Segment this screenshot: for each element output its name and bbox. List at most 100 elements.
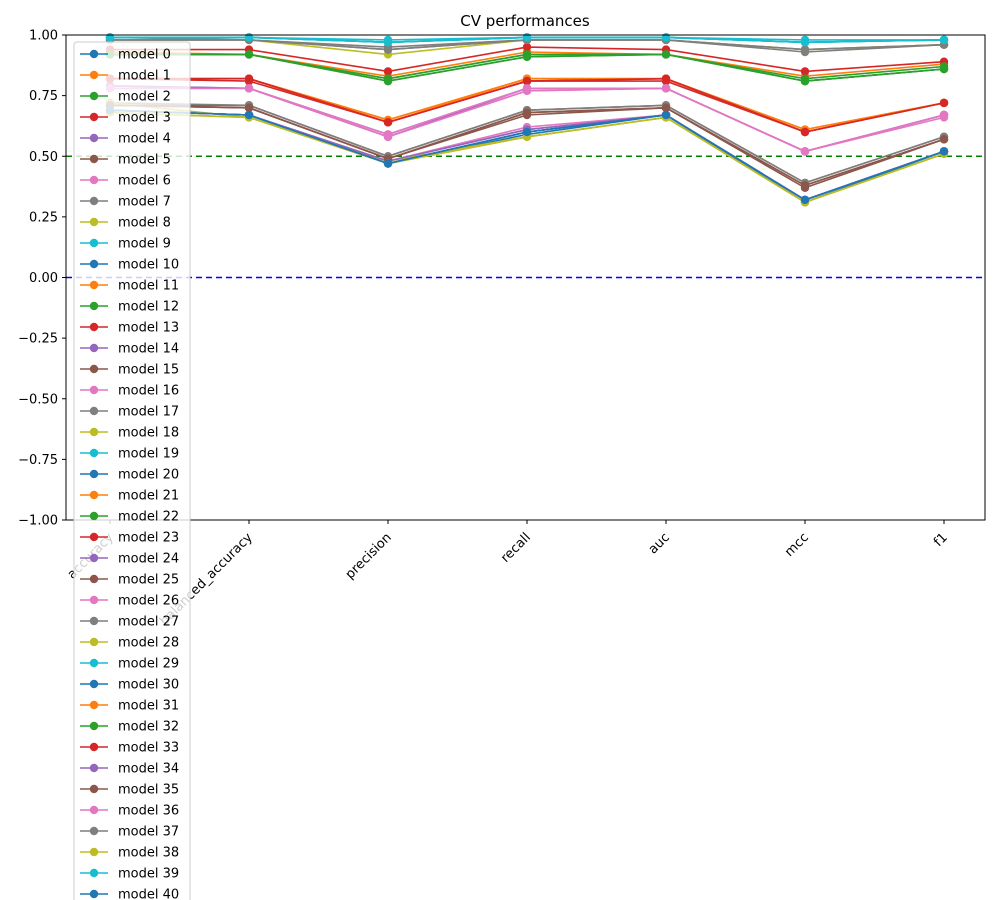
legend-label: model 3 [118, 111, 171, 126]
legend-label: model 12 [118, 300, 179, 315]
legend-item: model 17 [80, 405, 179, 420]
data-point [661, 103, 671, 113]
legend-item: model 15 [80, 363, 179, 378]
legend-marker [89, 868, 99, 878]
legend-marker [89, 700, 99, 710]
data-point [105, 33, 115, 42]
legend-label: model 31 [118, 699, 179, 714]
legend-item: model 2 [80, 90, 171, 105]
data-point [939, 64, 949, 74]
legend-marker [89, 154, 99, 164]
legend-marker [89, 574, 99, 584]
legend-marker [89, 406, 99, 416]
legend-label: model 22 [118, 510, 179, 525]
legend-item: model 10 [80, 258, 179, 273]
legend-item: model 25 [80, 573, 179, 588]
legend-label: model 23 [118, 531, 179, 546]
data-point [939, 113, 949, 122]
y-tick-label: 0.00 [29, 271, 58, 286]
legend-item: model 29 [80, 657, 179, 672]
legend-label: model 13 [118, 321, 179, 336]
legend-label: model 32 [118, 720, 179, 735]
legend-item: model 7 [80, 195, 171, 210]
legend-item: model 11 [80, 279, 179, 294]
legend-label: model 15 [118, 363, 179, 378]
legend-item: model 33 [80, 741, 179, 756]
legend-item: model 38 [80, 846, 179, 861]
legend-item: model 31 [80, 699, 179, 714]
legend-label: model 17 [118, 405, 179, 420]
data-point [800, 147, 810, 156]
legend-item: model 5 [80, 153, 171, 168]
data-point [661, 50, 671, 59]
data-point [522, 108, 532, 117]
series-40 [105, 106, 949, 205]
legend-item: model 36 [80, 804, 179, 819]
y-tick-label: −0.25 [18, 332, 58, 347]
legend-marker [89, 301, 99, 311]
series-layer [105, 33, 949, 207]
legend-label: model 39 [118, 867, 179, 882]
legend-item: model 13 [80, 321, 179, 336]
legend-item: model 9 [80, 237, 171, 252]
legend-marker [89, 112, 99, 122]
legend-item: model 27 [80, 615, 179, 630]
y-tick-label: −0.75 [18, 453, 58, 468]
legend-marker [89, 469, 99, 479]
y-tick-label: 0.75 [29, 89, 58, 104]
legend-marker [89, 490, 99, 500]
legend-item: model 4 [80, 132, 171, 147]
legend-item: model 21 [80, 489, 179, 504]
legend-item: model 0 [80, 48, 171, 63]
data-point [522, 42, 532, 52]
legend-marker [89, 448, 99, 458]
data-point [800, 195, 810, 205]
legend-label: model 35 [118, 783, 179, 798]
data-point [383, 130, 393, 139]
legend-item: model 35 [80, 783, 179, 798]
y-tick-label: −0.50 [18, 392, 58, 407]
legend-marker [89, 532, 99, 542]
data-point [800, 127, 810, 137]
data-point [800, 38, 810, 47]
legend-label: model 6 [118, 174, 171, 189]
chart-title: CV performances [460, 12, 590, 30]
legend-marker [89, 763, 99, 773]
data-point [522, 76, 532, 86]
data-point [383, 67, 393, 76]
legend-item: model 26 [80, 594, 179, 609]
legend-item: model 3 [80, 111, 171, 126]
legend-label: model 2 [118, 90, 171, 105]
data-point [522, 84, 532, 93]
legend-marker [89, 49, 99, 59]
legend-item: model 23 [80, 531, 179, 546]
legend-marker [89, 679, 99, 689]
legend-label: model 18 [118, 426, 179, 441]
plot-area-frame [65, 34, 986, 521]
y-axis: −1.00 −0.75 −0.50 −0.25 0.00 0.25 0.50 0.75 1.00 [18, 29, 66, 529]
legend-item: model 30 [80, 678, 179, 693]
legend-marker [89, 721, 99, 731]
data-point [383, 159, 393, 168]
reference-lines [66, 155, 985, 279]
legend-marker [89, 238, 99, 248]
legend-label: model 27 [118, 615, 179, 630]
legend-item: model 14 [80, 342, 179, 357]
legend-item: model 6 [80, 174, 171, 189]
legend-marker [89, 217, 99, 227]
data-point [661, 84, 671, 93]
legend-marker [89, 343, 99, 353]
legend-marker [89, 616, 99, 626]
legend-item: model 39 [80, 867, 179, 882]
legend-marker [89, 889, 99, 899]
legend-marker [89, 364, 99, 374]
legend-label: model 24 [118, 552, 179, 567]
legend-label: model 38 [118, 846, 179, 861]
legend-marker [89, 175, 99, 185]
data-point [661, 33, 671, 42]
legend-label: model 1 [118, 69, 171, 84]
data-point [661, 74, 671, 83]
legend-item: model 1 [80, 69, 171, 84]
data-point [800, 76, 810, 86]
